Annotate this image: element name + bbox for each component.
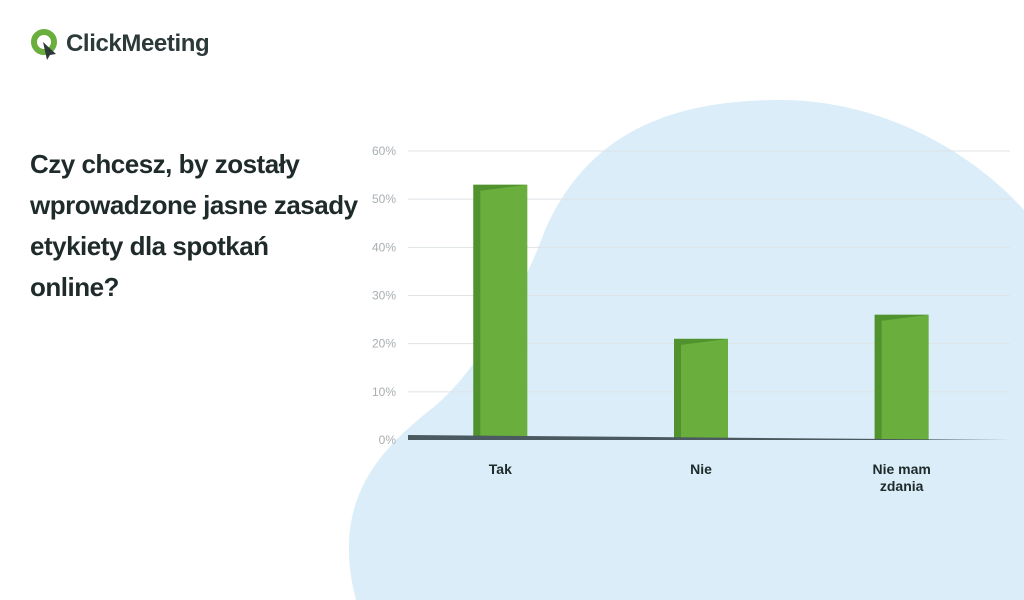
y-tick-label: 40% [372, 240, 396, 254]
x-category-label: Tak [489, 461, 512, 477]
y-tick-label: 60% [372, 144, 396, 158]
y-axis-ticks: 0% 10% 20% 30% 40% 50% 60% [372, 144, 396, 447]
survey-question: Czy chcesz, by zostały wprowadzone jasne… [30, 149, 358, 302]
y-tick-label: 10% [372, 385, 396, 399]
bar-1 [473, 184, 528, 440]
bar [674, 338, 728, 440]
baseline [408, 435, 1010, 440]
y-tick-label: 30% [372, 289, 396, 303]
y-tick-label: 50% [372, 192, 396, 206]
bar-2 [674, 338, 728, 440]
bar-shade [874, 314, 929, 440]
brand-logo: ClickMeeting [30, 28, 210, 60]
bar [874, 314, 929, 440]
bar [473, 184, 528, 440]
clickmeeting-q-icon [31, 29, 57, 60]
y-tick-label: 0% [379, 433, 397, 447]
bars [473, 184, 929, 440]
bar-shade [674, 338, 728, 440]
bar-3 [874, 314, 929, 440]
x-category-label: zdania [880, 478, 924, 494]
x-category-label: Nie [690, 461, 712, 477]
brand-name: ClickMeeting [66, 30, 210, 57]
bar-shade [473, 184, 528, 440]
baseline-wedge [408, 435, 1010, 440]
y-tick-label: 20% [372, 337, 396, 351]
x-category-label: Nie mam [872, 461, 930, 477]
